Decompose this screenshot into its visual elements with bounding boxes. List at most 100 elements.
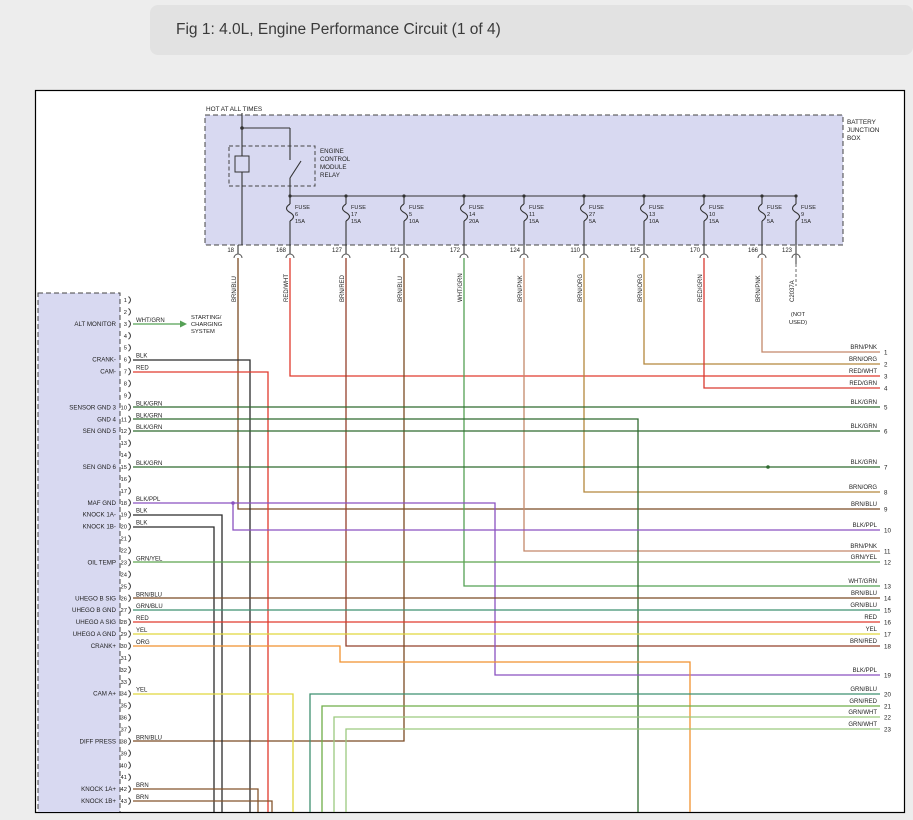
hot-at-all-times-label: HOT AT ALL TIMES [206, 106, 262, 113]
fuse-name: FUSE [351, 205, 366, 211]
wire-org [133, 645, 691, 812]
relay-contact-blade [289, 160, 302, 179]
feed-pin-number: 168 [276, 248, 287, 254]
connector-pin-number: 22 [121, 549, 127, 555]
connector-pin-number: 36 [121, 716, 127, 722]
right-pin-number: 15 [884, 608, 891, 615]
right-wire-code: BLK/PPL [853, 668, 878, 674]
right-wire-code: BLK/GRN [851, 460, 877, 466]
right-pin-number: 22 [884, 715, 891, 722]
connector-pin-bracket [128, 725, 131, 734]
not-used-note: (NOT [791, 312, 806, 318]
ecm-relay-label: CONTROL [320, 156, 351, 163]
wire-brn-org [583, 258, 880, 493]
wire-code-label: YEL [136, 688, 148, 694]
connector-pin-bracket [128, 677, 131, 686]
feed-pin-number: 124 [510, 248, 521, 254]
fuse-amp-rating: 20A [469, 219, 479, 225]
connector-pin-label: SEN GND 5 [83, 428, 117, 435]
right-pin-number: 16 [884, 620, 891, 627]
connector-pin-number: 5 [124, 346, 127, 352]
wire-brn [133, 788, 259, 812]
connector-cap [459, 253, 469, 259]
fuse-name: FUSE [767, 205, 782, 211]
right-pin-number: 14 [884, 596, 891, 603]
right-wire-code: GRN/YEL [851, 555, 878, 561]
connector-pin-bracket [128, 606, 131, 615]
connector-pin-number: 21 [121, 537, 127, 543]
connector-pin-bracket [128, 510, 131, 519]
battery-junction-box-label: JUNCTION [847, 127, 880, 134]
connector-pin-number: 16 [121, 477, 127, 483]
feed-wire-code: BRN/PNK [756, 275, 762, 302]
wire-blk-ppl [133, 502, 880, 676]
connector-pin-number: 32 [121, 668, 127, 674]
right-wire-code: RED [864, 615, 877, 621]
connector-pin-bracket [128, 665, 131, 674]
connector-pin-bracket [128, 785, 131, 793]
starting-charging-note: CHARGING [191, 322, 223, 328]
connector-cap [233, 253, 243, 259]
right-wire-code: YEL [866, 627, 878, 633]
fuse-number: 9 [801, 212, 804, 218]
connector-pin-label: KNOCK 1B+ [81, 798, 116, 805]
right-pin-number: 7 [884, 465, 888, 472]
connector-pin-bracket [128, 439, 131, 448]
wire-code-label: BLK/GRN [136, 425, 162, 431]
right-pin-number: 10 [884, 528, 891, 535]
connector-pin-label: KNOCK 1B- [83, 524, 116, 531]
wire-red-wht [289, 258, 880, 377]
feed-wire-code: BRN/PNK [518, 275, 524, 302]
connector-pin-number: 8 [124, 382, 127, 388]
connector-pin-bracket [128, 761, 131, 770]
bus-junction-dot [344, 194, 348, 198]
right-pin-number: 3 [884, 374, 888, 381]
figure-title: Fig 1: 4.0L, Engine Performance Circuit … [176, 21, 501, 38]
connector-pin-number: 1 [124, 298, 127, 304]
wire-code-label: YEL [136, 628, 148, 634]
connector-cap [341, 253, 351, 259]
connector-pin-bracket [128, 522, 131, 531]
bus-junction-dot [522, 194, 526, 198]
wire-code-label: BRN [136, 783, 149, 789]
wire-code-label: BRN/BLU [136, 735, 162, 741]
fuse-amp-rating: 15A [529, 219, 539, 225]
connector-pin-number: 23 [121, 561, 127, 567]
connector-pin-number: 13 [121, 441, 127, 447]
connector-pin-bracket [128, 487, 131, 495]
wire-code-label: GRN/BLU [136, 604, 163, 610]
feed-pin-number: 166 [748, 248, 759, 254]
ecm-relay-label: ENGINE [320, 148, 344, 155]
connector-pin-number: 30 [121, 644, 127, 650]
connector-cap [639, 253, 649, 259]
connector-pin-bracket [128, 475, 131, 483]
starting-charging-note: SYSTEM [191, 329, 215, 335]
connector-pin-bracket [128, 355, 131, 364]
connector-pin-label: OIL TEMP [87, 560, 116, 567]
battery-junction-box-label: BATTERY [847, 119, 877, 126]
junction-dot [240, 126, 244, 130]
bus-junction-dot [582, 194, 586, 198]
connector-pin-number: 29 [121, 632, 127, 638]
fuse-symbol [519, 203, 529, 222]
connector-pin-bracket [128, 498, 131, 507]
wire-code-label: WHT/GRN [136, 318, 165, 324]
right-wire-code: GRN/WHT [848, 710, 877, 716]
wire-code-label: GRN/YEL [136, 557, 163, 563]
right-pin-number: 21 [884, 704, 891, 711]
fuse-name: FUSE [649, 205, 664, 211]
connector-pin-number: 41 [121, 775, 127, 781]
connector-pin-bracket [128, 654, 131, 662]
connector-pin-number: 17 [121, 489, 127, 495]
fuse-number: 17 [351, 212, 357, 218]
connector-pin-number: 3 [124, 322, 127, 328]
fuse-number: 6 [295, 212, 298, 218]
fuse-symbol [757, 203, 767, 222]
connector-pin-label: MAF GND [87, 500, 116, 507]
connector-pin-bracket [128, 570, 131, 579]
connector-pin-number: 6 [124, 358, 127, 364]
fuse-symbol [399, 203, 409, 222]
right-pin-number: 18 [884, 644, 891, 651]
junction-dot [766, 465, 770, 469]
fuse-amp-rating: 15A [709, 219, 719, 225]
